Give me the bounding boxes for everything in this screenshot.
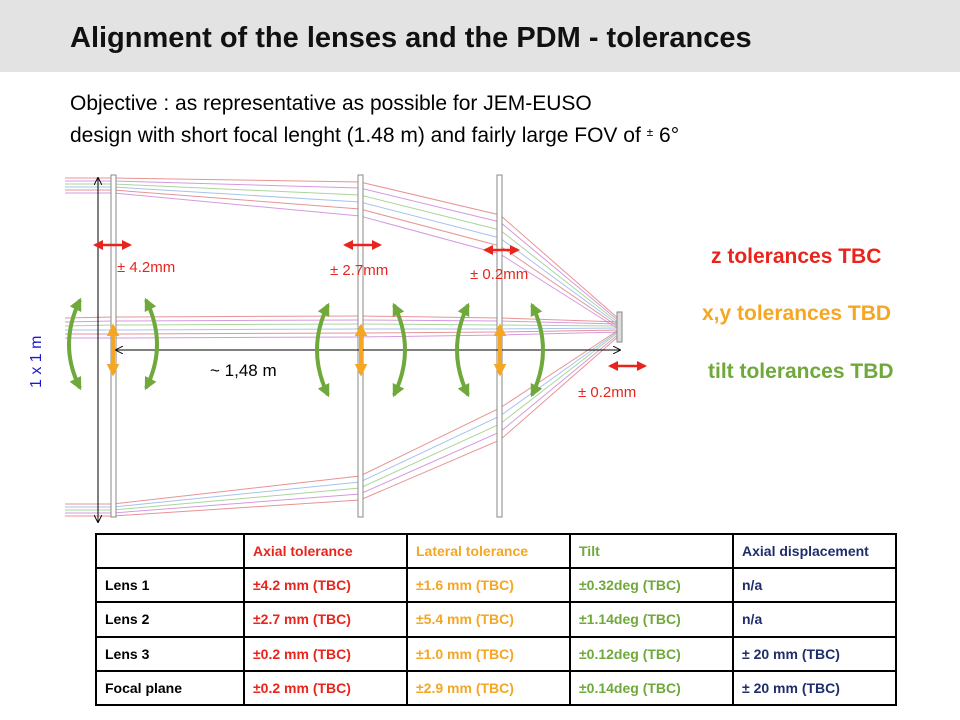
tilt-cell: ±1.14deg (TBC)	[569, 601, 734, 638]
tilt-arrow-lens-2-left	[315, 302, 330, 398]
objective-line-1: Objective : as representative as possibl…	[70, 92, 592, 115]
axial-cell: ±0.2 mm (TBC)	[243, 635, 408, 672]
tilt-arrow-lens-2-right	[392, 302, 407, 398]
page-title: Alignment of the lenses and the PDM - to…	[70, 22, 752, 54]
plus-minus-sign: ±	[646, 125, 654, 139]
axial-cell: ±4.2 mm (TBC)	[243, 567, 408, 604]
table-header-tilt: Tilt	[569, 532, 734, 570]
z-tolerance-lens-3: ± 0.2mm	[470, 266, 529, 283]
table-row: Lens 1 ±4.2 mm (TBC) ±1.6 mm (TBC) ±0.32…	[95, 567, 897, 604]
z-tolerance-focal-plane: ± 0.2mm	[578, 384, 637, 401]
z-tolerance-lens-1: ± 4.2mm	[117, 259, 176, 276]
axial-cell: ±2.7 mm (TBC)	[243, 601, 408, 638]
axial-cell: ±0.2 mm (TBC)	[243, 669, 408, 707]
optical-layout-diagram	[64, 174, 647, 530]
objective-fov-value: 6°	[653, 124, 680, 147]
displacement-cell: n/a	[732, 567, 897, 604]
tilt-cell: ±0.12deg (TBC)	[569, 635, 734, 672]
table-header-blank	[95, 532, 245, 570]
focal-length-label: ~ 1,48 m	[210, 361, 277, 380]
legend-tilt-tolerances: tilt tolerances TBD	[708, 360, 894, 383]
lateral-cell: ±1.0 mm (TBC)	[406, 635, 571, 672]
displacement-cell: n/a	[732, 601, 897, 638]
tilt-arrow-lens-1-left	[67, 297, 82, 391]
table-row: Lens 2 ±2.7 mm (TBC) ±5.4 mm (TBC) ±1.14…	[95, 601, 897, 638]
legend-z-tolerances: z tolerances TBC	[711, 245, 882, 268]
table-header-row: Axial tolerance Lateral tolerance Tilt A…	[95, 532, 897, 570]
table-row: Focal plane ±0.2 mm (TBC) ±2.9 mm (TBC) …	[95, 669, 897, 707]
z-tolerance-lens-2: ± 2.7mm	[330, 262, 389, 279]
table-header-axial: Axial tolerance	[243, 532, 408, 570]
lateral-cell: ±1.6 mm (TBC)	[406, 567, 571, 604]
table-header-displacement: Axial displacement	[732, 532, 897, 570]
row-name: Focal plane	[95, 669, 245, 707]
row-name: Lens 3	[95, 635, 245, 672]
tilt-cell: ±0.14deg (TBC)	[569, 669, 734, 707]
row-name: Lens 2	[95, 601, 245, 638]
size-label: 1 x 1 m	[28, 335, 45, 388]
focal-plane	[616, 311, 623, 343]
tilt-arrow-lens-1-right	[144, 297, 159, 391]
legend-xy-tolerances: x,y tolerances TBD	[702, 302, 892, 325]
tilt-arrow-lens-3-right	[530, 302, 545, 398]
displacement-cell: ± 20 mm (TBC)	[732, 635, 897, 672]
row-name: Lens 1	[95, 567, 245, 604]
displacement-cell: ± 20 mm (TBC)	[732, 669, 897, 707]
title-bar	[0, 0, 960, 72]
objective-line-2: design with short focal lenght (1.48 m) …	[70, 124, 679, 148]
tolerance-table: Axial tolerance Lateral tolerance Tilt A…	[95, 532, 897, 707]
lateral-cell: ±5.4 mm (TBC)	[406, 601, 571, 638]
table-row: Lens 3 ±0.2 mm (TBC) ±1.0 mm (TBC) ±0.12…	[95, 635, 897, 672]
tilt-cell: ±0.32deg (TBC)	[569, 567, 734, 604]
table-header-lateral: Lateral tolerance	[406, 532, 571, 570]
lateral-cell: ±2.9 mm (TBC)	[406, 669, 571, 707]
tilt-arrow-lens-3-left	[455, 302, 470, 398]
ray-bundle-bottom	[65, 328, 621, 517]
objective-line-2-text: design with short focal lenght (1.48 m) …	[70, 124, 641, 147]
